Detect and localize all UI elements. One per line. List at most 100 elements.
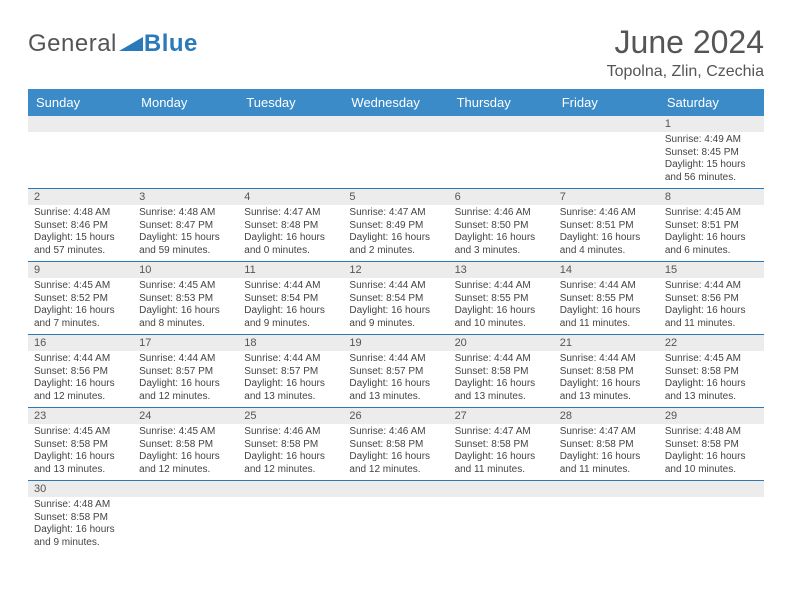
day-header: Sunday [28, 89, 133, 116]
day-number: 10 [133, 262, 238, 278]
day-number: 27 [449, 408, 554, 424]
cell-body: Sunrise: 4:45 AMSunset: 8:58 PMDaylight:… [133, 424, 238, 480]
sunrise-line: Sunrise: 4:46 AM [349, 426, 442, 439]
calendar-week: 9Sunrise: 4:45 AMSunset: 8:52 PMDaylight… [28, 262, 764, 335]
sunset-line: Sunset: 8:55 PM [455, 293, 548, 306]
daylight-line: Daylight: 16 hours and 12 minutes. [139, 451, 232, 476]
daylight-line: Daylight: 16 hours and 12 minutes. [139, 378, 232, 403]
day-number: 23 [28, 408, 133, 424]
calendar-week: 16Sunrise: 4:44 AMSunset: 8:56 PMDayligh… [28, 335, 764, 408]
cell-body: Sunrise: 4:45 AMSunset: 8:58 PMDaylight:… [28, 424, 133, 480]
calendar-cell: 4Sunrise: 4:47 AMSunset: 8:48 PMDaylight… [238, 189, 343, 261]
cell-body: Sunrise: 4:48 AMSunset: 8:58 PMDaylight:… [659, 424, 764, 480]
sunrise-line: Sunrise: 4:45 AM [665, 353, 758, 366]
calendar-cell [238, 116, 343, 188]
calendar-cell: 15Sunrise: 4:44 AMSunset: 8:56 PMDayligh… [659, 262, 764, 334]
cell-body: Sunrise: 4:44 AMSunset: 8:58 PMDaylight:… [554, 351, 659, 407]
sunrise-line: Sunrise: 4:49 AM [665, 134, 758, 147]
day-number: 3 [133, 189, 238, 205]
day-number: 12 [343, 262, 448, 278]
sunrise-line: Sunrise: 4:44 AM [139, 353, 232, 366]
calendar-cell: 30Sunrise: 4:48 AMSunset: 8:58 PMDayligh… [28, 481, 133, 553]
calendar-cell: 24Sunrise: 4:45 AMSunset: 8:58 PMDayligh… [133, 408, 238, 480]
sunrise-line: Sunrise: 4:44 AM [244, 280, 337, 293]
cell-body: Sunrise: 4:44 AMSunset: 8:57 PMDaylight:… [133, 351, 238, 407]
sunrise-line: Sunrise: 4:47 AM [244, 207, 337, 220]
day-number: 14 [554, 262, 659, 278]
calendar-cell: 10Sunrise: 4:45 AMSunset: 8:53 PMDayligh… [133, 262, 238, 334]
day-number: 17 [133, 335, 238, 351]
calendar-cell: 22Sunrise: 4:45 AMSunset: 8:58 PMDayligh… [659, 335, 764, 407]
sunset-line: Sunset: 8:57 PM [349, 366, 442, 379]
sunrise-line: Sunrise: 4:45 AM [34, 426, 127, 439]
sunset-line: Sunset: 8:58 PM [455, 366, 548, 379]
day-number: 24 [133, 408, 238, 424]
daylight-line: Daylight: 16 hours and 12 minutes. [34, 378, 127, 403]
calendar-weeks: 1Sunrise: 4:49 AMSunset: 8:45 PMDaylight… [28, 116, 764, 553]
day-number [343, 116, 448, 132]
day-number: 13 [449, 262, 554, 278]
daylight-line: Daylight: 16 hours and 0 minutes. [244, 232, 337, 257]
sunset-line: Sunset: 8:57 PM [244, 366, 337, 379]
sunset-line: Sunset: 8:58 PM [34, 439, 127, 452]
sunset-line: Sunset: 8:56 PM [34, 366, 127, 379]
cell-body: Sunrise: 4:46 AMSunset: 8:51 PMDaylight:… [554, 205, 659, 261]
sunset-line: Sunset: 8:51 PM [665, 220, 758, 233]
daylight-line: Daylight: 16 hours and 13 minutes. [349, 378, 442, 403]
calendar-cell: 21Sunrise: 4:44 AMSunset: 8:58 PMDayligh… [554, 335, 659, 407]
sunset-line: Sunset: 8:46 PM [34, 220, 127, 233]
cell-body: Sunrise: 4:45 AMSunset: 8:53 PMDaylight:… [133, 278, 238, 334]
day-number: 15 [659, 262, 764, 278]
calendar-week: 2Sunrise: 4:48 AMSunset: 8:46 PMDaylight… [28, 189, 764, 262]
daylight-line: Daylight: 15 hours and 57 minutes. [34, 232, 127, 257]
sunrise-line: Sunrise: 4:47 AM [349, 207, 442, 220]
daylight-line: Daylight: 16 hours and 10 minutes. [455, 305, 548, 330]
day-number: 16 [28, 335, 133, 351]
cell-body: Sunrise: 4:47 AMSunset: 8:58 PMDaylight:… [554, 424, 659, 480]
cell-body [343, 132, 448, 182]
daylight-line: Daylight: 16 hours and 3 minutes. [455, 232, 548, 257]
day-number: 29 [659, 408, 764, 424]
sunset-line: Sunset: 8:58 PM [34, 512, 127, 525]
calendar-cell: 9Sunrise: 4:45 AMSunset: 8:52 PMDaylight… [28, 262, 133, 334]
calendar-cell: 12Sunrise: 4:44 AMSunset: 8:54 PMDayligh… [343, 262, 448, 334]
daylight-line: Daylight: 16 hours and 2 minutes. [349, 232, 442, 257]
cell-body: Sunrise: 4:44 AMSunset: 8:55 PMDaylight:… [449, 278, 554, 334]
calendar-week: 1Sunrise: 4:49 AMSunset: 8:45 PMDaylight… [28, 116, 764, 189]
calendar-cell [133, 481, 238, 553]
calendar: SundayMondayTuesdayWednesdayThursdayFrid… [28, 89, 764, 553]
cell-body [449, 132, 554, 182]
day-number [133, 116, 238, 132]
day-number: 2 [28, 189, 133, 205]
calendar-cell: 3Sunrise: 4:48 AMSunset: 8:47 PMDaylight… [133, 189, 238, 261]
day-number: 5 [343, 189, 448, 205]
daylight-line: Daylight: 16 hours and 13 minutes. [34, 451, 127, 476]
calendar-cell [659, 481, 764, 553]
day-number: 7 [554, 189, 659, 205]
cell-body: Sunrise: 4:46 AMSunset: 8:58 PMDaylight:… [238, 424, 343, 480]
calendar-cell [554, 481, 659, 553]
day-number [449, 481, 554, 497]
calendar-cell: 5Sunrise: 4:47 AMSunset: 8:49 PMDaylight… [343, 189, 448, 261]
cell-body: Sunrise: 4:44 AMSunset: 8:56 PMDaylight:… [28, 351, 133, 407]
cell-body: Sunrise: 4:45 AMSunset: 8:58 PMDaylight:… [659, 351, 764, 407]
sunrise-line: Sunrise: 4:48 AM [139, 207, 232, 220]
calendar-cell [28, 116, 133, 188]
day-number [449, 116, 554, 132]
day-number: 25 [238, 408, 343, 424]
daylight-line: Daylight: 16 hours and 11 minutes. [455, 451, 548, 476]
sunset-line: Sunset: 8:57 PM [139, 366, 232, 379]
daylight-line: Daylight: 16 hours and 9 minutes. [244, 305, 337, 330]
sunrise-line: Sunrise: 4:46 AM [455, 207, 548, 220]
sunset-line: Sunset: 8:58 PM [665, 366, 758, 379]
calendar-cell: 20Sunrise: 4:44 AMSunset: 8:58 PMDayligh… [449, 335, 554, 407]
sunrise-line: Sunrise: 4:48 AM [34, 207, 127, 220]
logo: General Blue [28, 30, 198, 58]
daylight-line: Daylight: 16 hours and 11 minutes. [560, 451, 653, 476]
sunset-line: Sunset: 8:45 PM [665, 147, 758, 160]
day-number: 11 [238, 262, 343, 278]
sunrise-line: Sunrise: 4:45 AM [665, 207, 758, 220]
cell-body [449, 497, 554, 547]
cell-body: Sunrise: 4:44 AMSunset: 8:55 PMDaylight:… [554, 278, 659, 334]
day-number: 21 [554, 335, 659, 351]
